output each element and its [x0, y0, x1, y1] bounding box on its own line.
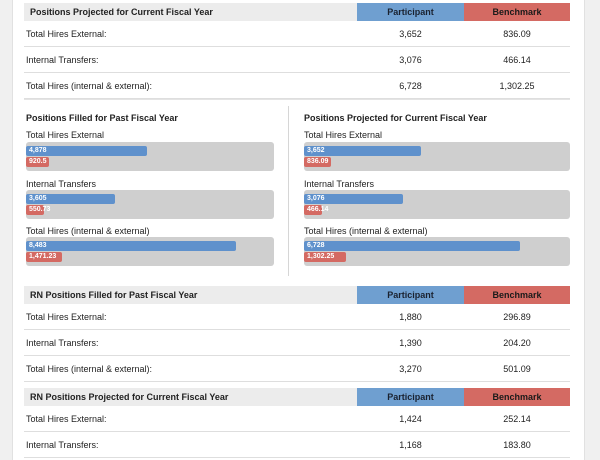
table-row: Total Hires (internal & external): 3,270… [24, 356, 570, 382]
chart-title: Positions Filled for Past Fiscal Year [26, 113, 178, 123]
chart-divider [288, 106, 289, 276]
bar-track: 3,076 466.14 [304, 190, 570, 219]
participant-value: 6,728 [399, 81, 422, 91]
table-row: Total Hires External: 3,652 836.09 [24, 21, 570, 47]
table-title: Positions Projected for Current Fiscal Y… [24, 3, 357, 21]
bar-track: 3,605 550.73 [26, 190, 274, 219]
participant-bar: 3,652 [304, 146, 422, 156]
participant-bar: 3,076 [304, 194, 403, 204]
benchmark-value: 296.89 [503, 312, 531, 322]
benchmark-bar: 1,471.23 [26, 252, 63, 262]
participant-bar: 3,605 [26, 194, 116, 204]
participant-value: 1,390 [399, 338, 422, 348]
table-row: Internal Transfers: 1,168 183.80 [24, 432, 570, 458]
benchmark-bar: 836.09 [304, 157, 331, 167]
participant-bar: 6,728 [304, 241, 520, 251]
participant-value: 1,168 [399, 440, 422, 450]
right-scroll-edge[interactable] [584, 0, 600, 460]
bar-track: 4,878 920.5 [26, 142, 274, 171]
chart-title: Positions Projected for Current Fiscal Y… [304, 113, 487, 123]
benchmark-bar: 920.5 [26, 157, 49, 167]
table-title: RN Positions Filled for Past Fiscal Year [24, 286, 357, 304]
row-label: Total Hires External: [26, 312, 107, 322]
benchmark-value: 501.09 [503, 364, 531, 374]
benchmark-header: Benchmark [464, 3, 570, 21]
participant-value: 3,270 [399, 364, 422, 374]
chart-category-label: Internal Transfers [304, 179, 375, 189]
benchmark-value: 252.14 [503, 414, 531, 424]
left-edge [0, 0, 13, 460]
rn-positions-projected-table: RN Positions Projected for Current Fisca… [24, 388, 570, 458]
table-header: Positions Projected for Current Fiscal Y… [24, 3, 570, 21]
row-label: Internal Transfers: [26, 338, 99, 348]
benchmark-value: 1,302.25 [499, 81, 535, 91]
benchmark-bar: 1,302.25 [304, 252, 346, 262]
chart-category-label: Total Hires External [304, 130, 383, 140]
benchmark-value: 836.09 [503, 29, 531, 39]
participant-header: Participant [357, 286, 464, 304]
table-header: RN Positions Filled for Past Fiscal Year… [24, 286, 570, 304]
bar-track: 3,652 836.09 [304, 142, 570, 171]
chart-category-label: Total Hires (internal & external) [26, 226, 150, 236]
rn-positions-filled-table: RN Positions Filled for Past Fiscal Year… [24, 286, 570, 382]
benchmark-header: Benchmark [464, 286, 570, 304]
participant-bar: 8,483 [26, 241, 237, 251]
bar-track: 8,483 1,471.23 [26, 237, 274, 266]
row-label: Total Hires External: [26, 29, 107, 39]
positions-projected-table: Positions Projected for Current Fiscal Y… [24, 3, 570, 99]
chart-category-label: Total Hires External [26, 130, 105, 140]
row-label: Total Hires (internal & external): [26, 81, 153, 91]
row-label: Total Hires External: [26, 414, 107, 424]
benchmark-bar: 466.14 [304, 205, 328, 215]
participant-value: 1,424 [399, 414, 422, 424]
table-header: RN Positions Projected for Current Fisca… [24, 388, 570, 406]
row-label: Internal Transfers: [26, 440, 99, 450]
participant-value: 1,880 [399, 312, 422, 322]
benchmark-value: 204.20 [503, 338, 531, 348]
chart-category-label: Total Hires (internal & external) [304, 226, 428, 236]
table-row: Total Hires External: 1,424 252.14 [24, 406, 570, 432]
benchmark-header: Benchmark [464, 388, 570, 406]
participant-bar: 4,878 [26, 146, 147, 156]
participant-header: Participant [357, 3, 464, 21]
chart-category-label: Internal Transfers [26, 179, 97, 189]
participant-value: 3,076 [399, 55, 422, 65]
table-row: Total Hires (internal & external): 6,728… [24, 73, 570, 99]
table-row: Total Hires External: 1,880 296.89 [24, 304, 570, 330]
bar-track: 6,728 1,302.25 [304, 237, 570, 266]
section-divider [24, 99, 570, 100]
row-label: Internal Transfers: [26, 55, 99, 65]
benchmark-value: 183.80 [503, 440, 531, 450]
benchmark-bar: 550.73 [26, 205, 50, 215]
table-row: Internal Transfers: 1,390 204.20 [24, 330, 570, 356]
table-row: Internal Transfers: 3,076 466.14 [24, 47, 570, 73]
benchmark-value: 466.14 [503, 55, 531, 65]
row-label: Total Hires (internal & external): [26, 364, 153, 374]
table-title: RN Positions Projected for Current Fisca… [24, 388, 357, 406]
participant-value: 3,652 [399, 29, 422, 39]
participant-header: Participant [357, 388, 464, 406]
